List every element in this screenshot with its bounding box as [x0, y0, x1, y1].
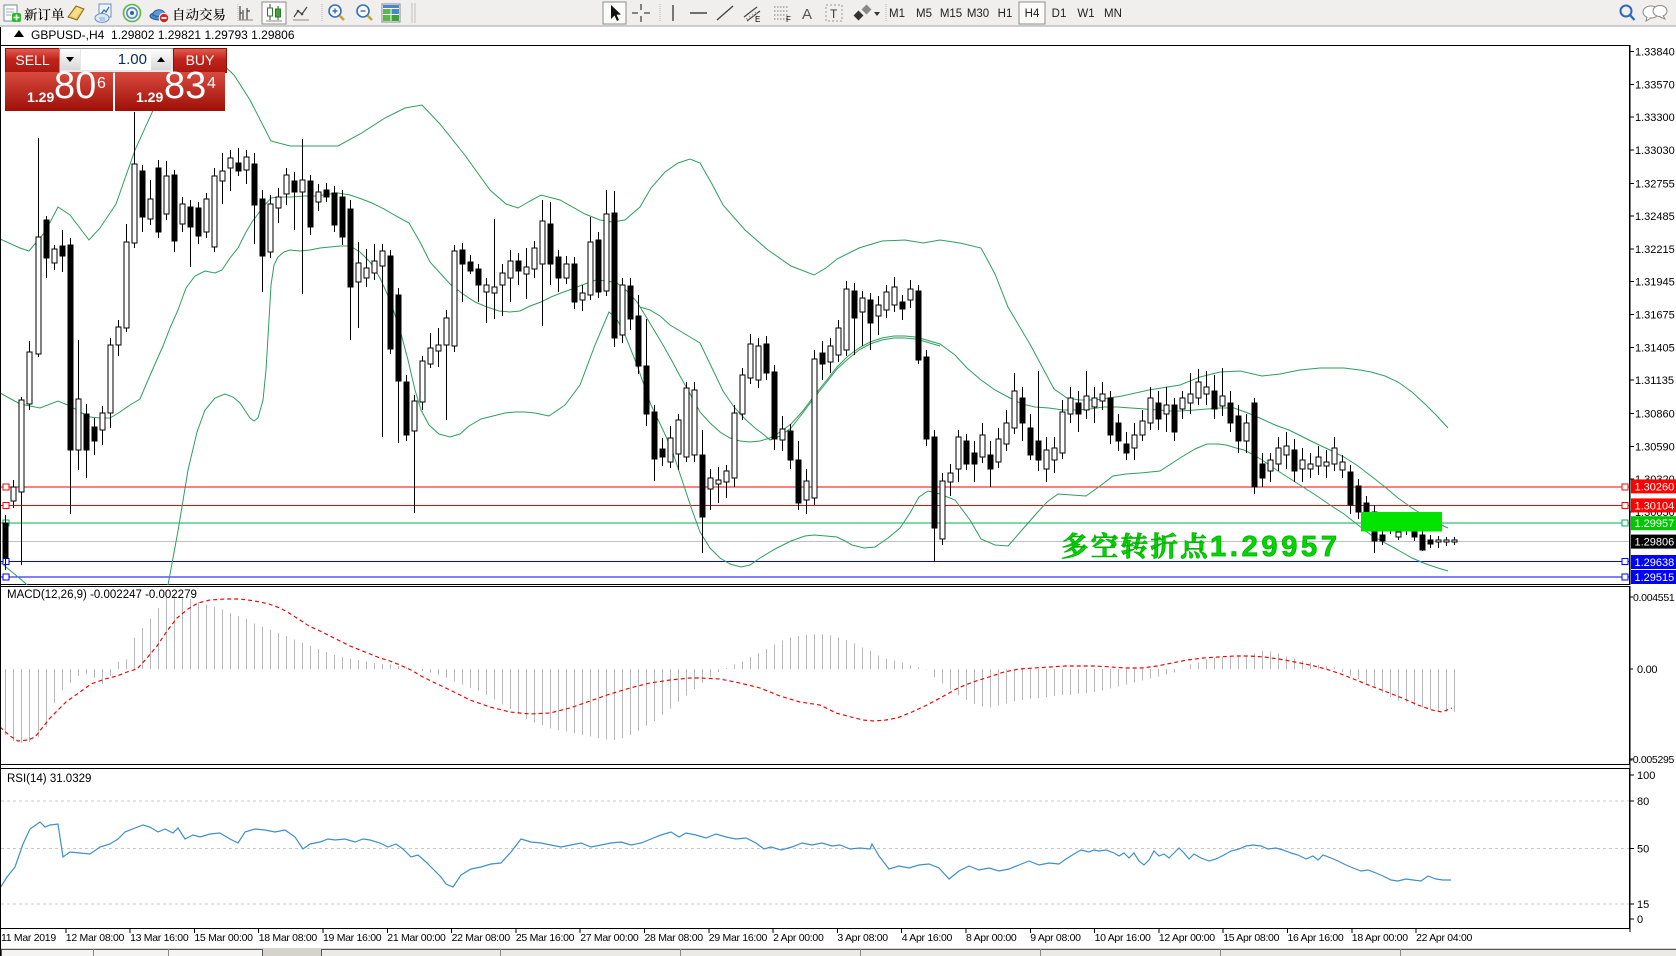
svg-text:1.30260: 1.30260 [1635, 481, 1675, 493]
svg-text:1.30860: 1.30860 [1635, 409, 1675, 421]
svg-text:E: E [755, 15, 760, 24]
svg-text:D1: D1 [1052, 8, 1067, 20]
svg-text:1.29638: 1.29638 [1635, 557, 1675, 569]
svg-text:1.33300: 1.33300 [1635, 112, 1675, 124]
svg-text:1.31945: 1.31945 [1635, 277, 1675, 289]
svg-text:1.32215: 1.32215 [1635, 244, 1675, 256]
svg-text:8 Apr 00:00: 8 Apr 00:00 [966, 932, 1017, 944]
svg-text:1.30104: 1.30104 [1635, 500, 1675, 512]
svg-text:3 Apr 08:00: 3 Apr 08:00 [837, 932, 888, 944]
svg-text:0.00: 0.00 [1637, 664, 1657, 676]
svg-text:-0.005295: -0.005295 [1630, 754, 1675, 766]
svg-text:MN: MN [1104, 8, 1122, 20]
svg-text:1.32755: 1.32755 [1635, 178, 1675, 190]
svg-text:M1: M1 [889, 8, 905, 20]
svg-text:M15: M15 [940, 8, 962, 20]
svg-text:M5: M5 [916, 8, 932, 20]
svg-text:9 Apr 08:00: 9 Apr 08:00 [1030, 932, 1081, 944]
svg-text:0: 0 [1637, 914, 1643, 926]
svg-text:1.29515: 1.29515 [1635, 572, 1675, 584]
svg-text:22 Apr 04:00: 22 Apr 04:00 [1416, 932, 1472, 944]
svg-text:1.32485: 1.32485 [1635, 211, 1675, 223]
svg-text:28 Mar 08:00: 28 Mar 08:00 [645, 932, 704, 944]
svg-text:4 Apr 16:00: 4 Apr 16:00 [902, 932, 953, 944]
svg-text:2 Apr 00:00: 2 Apr 00:00 [773, 932, 824, 944]
svg-text:50: 50 [1637, 844, 1649, 856]
svg-text:19 Mar 16:00: 19 Mar 16:00 [323, 932, 382, 944]
svg-text:H1: H1 [998, 8, 1013, 20]
svg-text:1.31675: 1.31675 [1635, 310, 1675, 322]
svg-text:18 Apr 00:00: 18 Apr 00:00 [1352, 932, 1408, 944]
svg-text:1.33840: 1.33840 [1635, 47, 1675, 59]
svg-text:1.30590: 1.30590 [1635, 441, 1675, 453]
svg-text:F: F [786, 15, 791, 24]
svg-text:A: A [802, 6, 812, 23]
svg-text:15 Mar 00:00: 15 Mar 00:00 [194, 932, 253, 944]
svg-text:11 Mar 2019: 11 Mar 2019 [1, 932, 56, 944]
svg-text:1.29957: 1.29957 [1635, 518, 1675, 530]
svg-text:29 Mar 16:00: 29 Mar 16:00 [709, 932, 768, 944]
svg-text:W1: W1 [1077, 8, 1094, 20]
svg-text:12 Apr 00:00: 12 Apr 00:00 [1159, 932, 1215, 944]
svg-text:10 Apr 16:00: 10 Apr 16:00 [1095, 932, 1151, 944]
svg-text:25 Mar 16:00: 25 Mar 16:00 [516, 932, 575, 944]
svg-text:15 Apr 08:00: 15 Apr 08:00 [1223, 932, 1279, 944]
svg-text:22 Mar 08:00: 22 Mar 08:00 [452, 932, 511, 944]
svg-text:13 Mar 16:00: 13 Mar 16:00 [130, 932, 189, 944]
svg-text:0.004551: 0.004551 [1633, 592, 1675, 604]
svg-text:80: 80 [1637, 796, 1649, 808]
svg-text:21 Mar 00:00: 21 Mar 00:00 [387, 932, 446, 944]
svg-text:15: 15 [1637, 899, 1649, 911]
svg-text:12 Mar 08:00: 12 Mar 08:00 [66, 932, 125, 944]
svg-text:RSI(14) 31.0329: RSI(14) 31.0329 [7, 773, 91, 785]
svg-text:1.33570: 1.33570 [1635, 79, 1675, 91]
svg-text:H4: H4 [1025, 8, 1040, 20]
svg-text:T: T [830, 7, 838, 21]
svg-text:100: 100 [1637, 770, 1655, 782]
svg-text:MACD(12,26,9) -0.002247 -0.002: MACD(12,26,9) -0.002247 -0.002279 [7, 589, 197, 601]
svg-text:M30: M30 [967, 8, 989, 20]
svg-text:1.29957: 1.29957 [1210, 531, 1337, 563]
svg-text:18 Mar 08:00: 18 Mar 08:00 [259, 932, 318, 944]
svg-text:1.31405: 1.31405 [1635, 342, 1675, 354]
svg-text:1.33030: 1.33030 [1635, 145, 1675, 157]
svg-text:16 Apr 16:00: 16 Apr 16:00 [1288, 932, 1344, 944]
svg-text:1.31135: 1.31135 [1635, 375, 1674, 387]
svg-text:1.29806: 1.29806 [1635, 537, 1675, 549]
svg-text:27 Mar 00:00: 27 Mar 00:00 [580, 932, 639, 944]
